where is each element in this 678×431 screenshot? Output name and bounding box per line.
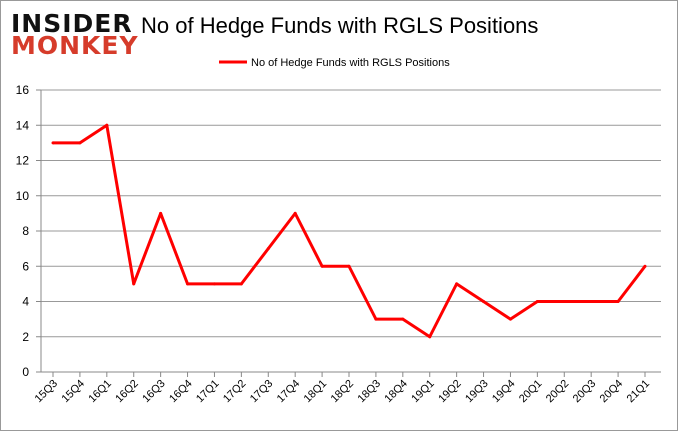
x-tick-label: 18Q4	[382, 378, 410, 406]
x-tick-label: 17Q4	[275, 378, 303, 406]
x-tick-label: 21Q1	[625, 378, 653, 406]
y-tick-label: 16	[16, 83, 30, 97]
x-tick-label: 18Q2	[329, 378, 357, 406]
x-tick-label: 17Q3	[248, 378, 276, 406]
y-tick-label: 12	[16, 154, 30, 168]
legend-label: No of Hedge Funds with RGLS Positions	[251, 57, 450, 69]
x-tick-label: 20Q1	[517, 378, 545, 406]
x-tick-label: 17Q1	[194, 378, 222, 406]
y-tick-label: 14	[16, 118, 30, 132]
data-point	[266, 247, 270, 251]
x-tick-label: 18Q1	[302, 378, 330, 406]
x-tick-label: 19Q3	[463, 378, 491, 406]
x-tick-label: 16Q2	[113, 378, 141, 406]
data-point	[374, 317, 378, 321]
data-point	[239, 282, 243, 286]
x-tick-label: 16Q1	[86, 378, 114, 406]
y-tick-label: 4	[22, 295, 29, 309]
data-point	[293, 211, 297, 215]
x-tick-label: 15Q3	[33, 378, 61, 406]
x-tick-label: 19Q1	[409, 378, 437, 406]
x-tick-label: 20Q2	[544, 378, 572, 406]
logo-insider: INSIDER	[11, 9, 133, 38]
chart-title: No of Hedge Funds with RGLS Positions	[141, 13, 539, 38]
data-point	[428, 335, 432, 339]
data-point	[589, 300, 593, 303]
data-point	[535, 300, 539, 303]
x-tick-label: 16Q3	[140, 378, 168, 406]
data-point	[186, 282, 190, 286]
x-tick-label: 19Q2	[436, 378, 464, 406]
data-point	[643, 264, 647, 268]
y-tick-label: 6	[22, 259, 29, 273]
logo-monkey: MONKEY	[11, 31, 139, 60]
x-tick-label: 18Q3	[356, 378, 384, 406]
x-tick-label: 17Q2	[221, 378, 249, 406]
data-point	[105, 123, 109, 127]
data-point	[482, 300, 486, 303]
data-point	[320, 264, 324, 268]
data-point	[78, 141, 82, 145]
data-point	[508, 317, 512, 321]
data-point	[159, 211, 163, 215]
data-point	[132, 282, 136, 286]
data-point	[455, 282, 459, 286]
y-tick-label: 10	[16, 189, 30, 203]
y-tick-label: 2	[22, 330, 29, 344]
x-tick-label: 20Q4	[598, 378, 626, 406]
x-tick-label: 16Q4	[167, 378, 195, 406]
x-tick-label: 19Q4	[490, 378, 518, 406]
data-point	[401, 317, 405, 321]
y-tick-label: 0	[22, 365, 29, 379]
data-point	[347, 264, 351, 268]
data-point	[51, 141, 55, 145]
data-point	[562, 300, 566, 303]
x-tick-label: 20Q3	[571, 378, 599, 406]
data-point	[616, 300, 620, 303]
y-tick-label: 8	[22, 224, 29, 238]
x-tick-label: 15Q4	[60, 378, 88, 406]
data-point	[212, 282, 216, 286]
